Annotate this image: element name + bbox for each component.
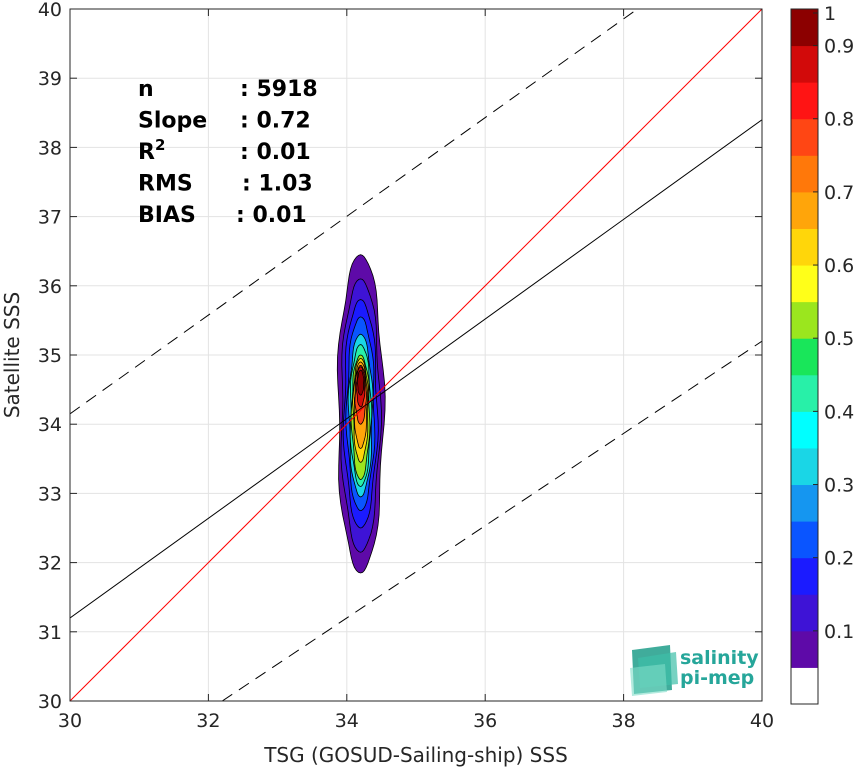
colorbar-segment — [791, 118, 818, 156]
logo-line2: pi-mep — [680, 667, 754, 689]
x-tick-label: 36 — [473, 710, 497, 732]
x-tick-label: 40 — [750, 710, 774, 732]
salinity-pi-mep-logo: salinity pi-mep — [630, 645, 759, 696]
y-tick-label: 31 — [38, 622, 62, 644]
x-tick-label: 32 — [196, 710, 220, 732]
x-axis-ticks: 30 32 34 36 38 40 — [58, 9, 774, 732]
colorbar-tick-label: 0.4 — [824, 401, 854, 423]
y-tick-label: 37 — [38, 207, 62, 229]
colorbar-segment — [791, 45, 818, 83]
y-tick-label: 30 — [38, 691, 62, 713]
y-tick-label: 32 — [38, 553, 62, 575]
colorbar-segment — [791, 594, 818, 632]
y-tick-label: 34 — [38, 414, 62, 436]
grid — [69, 8, 763, 702]
x-tick-label: 34 — [335, 710, 359, 732]
x-axis-label: TSG (GOSUD-Sailing-ship) SSS — [263, 743, 568, 767]
colorbar-tick-label: 0.1 — [824, 621, 854, 643]
y-tick-label: 39 — [38, 68, 62, 90]
colorbar-segment — [791, 301, 818, 339]
colorbar-tick-label: 0.6 — [824, 255, 854, 277]
colorbar-segment — [791, 82, 818, 120]
stat-label: RMS — [138, 172, 193, 197]
stat-label: BIAS — [138, 203, 196, 228]
colorbar-segment — [791, 557, 818, 595]
colorbar-segment — [791, 228, 818, 266]
colorbar-segment — [791, 411, 818, 449]
colorbar-segment — [791, 484, 818, 522]
colorbar-tick-label: 0.2 — [824, 548, 854, 570]
stat-value: : 1.03 — [242, 172, 313, 197]
stat-value: : 0.72 — [240, 109, 311, 134]
x-tick-label: 38 — [612, 710, 636, 732]
colorbar-tick-label: 0.8 — [824, 109, 854, 131]
regression-line — [70, 119, 762, 619]
stat-label: Slope — [138, 109, 207, 134]
y-axis-ticks: 30 31 32 33 34 35 36 37 38 39 40 — [38, 0, 762, 713]
colorbar-frame — [790, 8, 819, 705]
identity-line — [70, 9, 762, 701]
y-tick-label: 40 — [38, 0, 62, 21]
colorbar-segment — [791, 338, 818, 376]
y-tick-label: 36 — [38, 276, 62, 298]
colorbar-tick-label: 0.5 — [824, 328, 854, 350]
colorbar-segment — [791, 191, 818, 229]
colorbar-tick-label: 0.3 — [824, 475, 854, 497]
x-tick-label: 30 — [58, 710, 82, 732]
colorbar-segment — [791, 9, 818, 47]
stat-value: : 0.01 — [240, 140, 311, 165]
reference-lines — [70, 9, 762, 701]
lower-bound-line — [221, 340, 762, 701]
stat-value: : 5918 — [240, 77, 318, 102]
colorbar-segment — [791, 155, 818, 193]
colorbar-segment — [791, 447, 818, 486]
colorbar: 0.1 0.2 0.3 0.4 0.5 0.6 0.7 0.8 0.9 1 — [790, 3, 854, 705]
colorbar-tick-label: 1 — [824, 3, 836, 25]
colorbar-segment — [791, 630, 818, 668]
y-axis-label: Satellite SSS — [0, 292, 24, 418]
stat-label: n — [138, 77, 154, 102]
logo-line1: salinity — [680, 647, 759, 669]
colorbar-tick-label: 0.7 — [824, 182, 854, 204]
y-tick-label: 33 — [38, 483, 62, 505]
y-tick-label: 35 — [38, 345, 62, 367]
density-contour — [356, 369, 365, 396]
colorbar-tick-label: 0.9 — [824, 36, 854, 58]
stat-value: : 0.01 — [236, 203, 307, 228]
y-tick-label: 38 — [38, 137, 62, 159]
colorbar-segment — [791, 521, 818, 559]
colorbar-segment — [791, 667, 818, 705]
colorbar-segment — [791, 265, 818, 303]
colorbar-segment — [791, 374, 818, 412]
upper-bound-line — [70, 9, 638, 415]
